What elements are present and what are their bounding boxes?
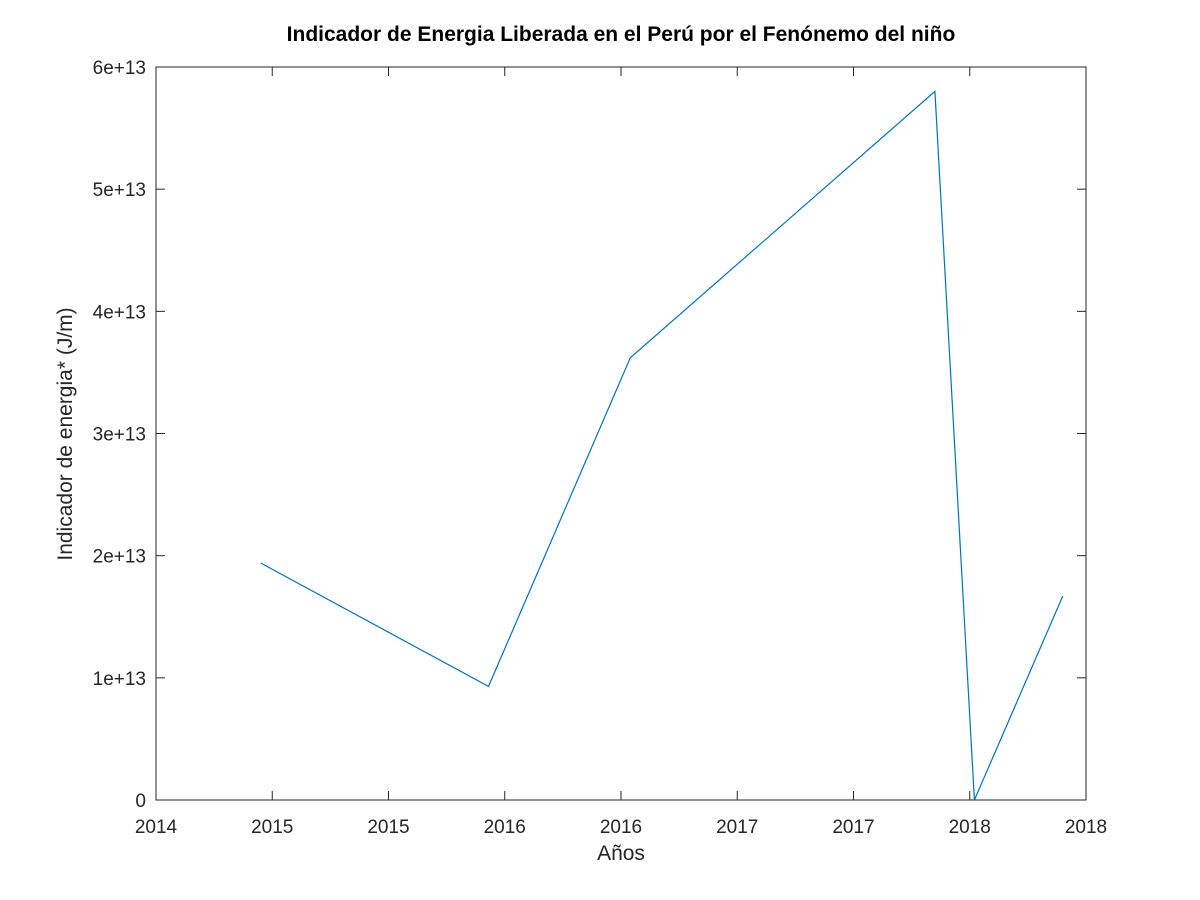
x-tick-label: 2015 xyxy=(367,817,409,838)
x-tick-label: 2014 xyxy=(135,817,178,838)
y-tick-label: 4e+13 xyxy=(93,302,146,323)
series-line xyxy=(260,90,1064,801)
x-tick-label: 2017 xyxy=(832,817,874,838)
x-tick-label: 2018 xyxy=(1065,817,1107,838)
x-tick-label: 2018 xyxy=(949,817,991,838)
y-tick-label: 1e+13 xyxy=(93,669,146,690)
y-axis-label: Indicador de energia* (J/m) xyxy=(54,307,77,560)
y-tick-label: 5e+13 xyxy=(93,180,146,201)
chart-title: Indicador de Energia Liberada en el Perú… xyxy=(287,23,956,46)
x-tick-label: 2016 xyxy=(484,817,526,838)
series-group xyxy=(260,90,1064,801)
y-tick-label: 2e+13 xyxy=(93,547,146,568)
y-tick-label: 6e+13 xyxy=(93,58,146,79)
plot-area xyxy=(155,66,1087,801)
x-tick-label: 2015 xyxy=(251,817,293,838)
y-tick-label: 0 xyxy=(135,791,146,812)
x-tick-label: 2017 xyxy=(716,817,758,838)
x-axis: 2014 2015 2015 2016 2016 2017 2017 2018 2018 xyxy=(135,67,1107,838)
y-tick-label: 3e+13 xyxy=(93,425,146,446)
y-axis: 0 1e+13 2e+13 3e+13 4e+13 5e+13 6e+13 xyxy=(93,58,1086,812)
x-tick-label: 2016 xyxy=(600,817,642,838)
x-axis-label: Años xyxy=(597,842,645,865)
